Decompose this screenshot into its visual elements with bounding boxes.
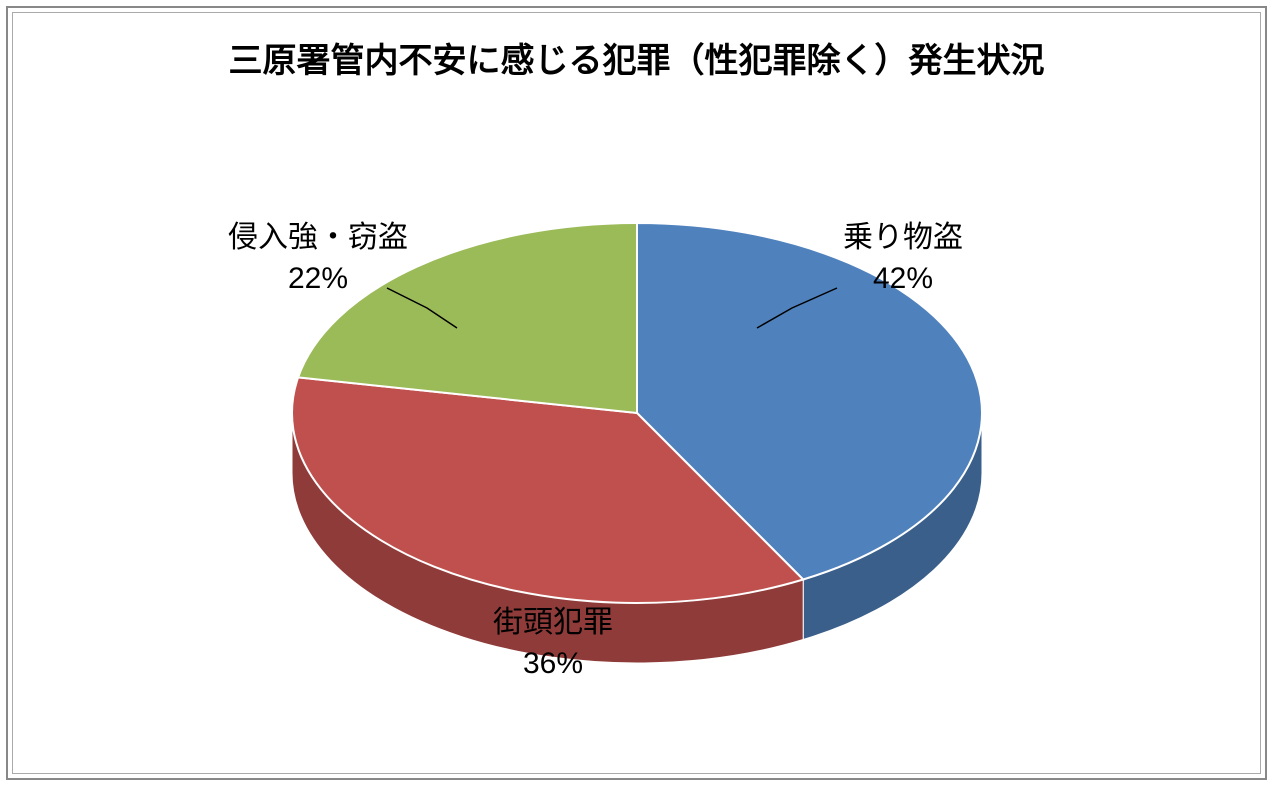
pie-slice-label: 街頭犯罪36% [493, 603, 613, 684]
pie-area: 乗り物盗42% 街頭犯罪36% 侵入強・窃盗22% [13, 113, 1260, 753]
slice-label-name: 街頭犯罪 [493, 603, 613, 644]
pie-chart-svg [17, 113, 1257, 753]
slice-label-percent: 42% [843, 259, 963, 300]
chart-title: 三原署管内不安に感じる犯罪（性犯罪除く）発生状況 [13, 33, 1260, 82]
slice-label-percent: 22% [228, 259, 408, 300]
pie-slice-label: 乗り物盗42% [843, 218, 963, 299]
chart-inner: 三原署管内不安に感じる犯罪（性犯罪除く）発生状況 乗り物盗42% 街頭犯罪36% 侵… [12, 12, 1261, 774]
slice-label-percent: 36% [493, 644, 613, 685]
pie-slice-label: 侵入強・窃盗22% [228, 218, 408, 299]
slice-label-name: 侵入強・窃盗 [228, 218, 408, 259]
chart-container: 三原署管内不安に感じる犯罪（性犯罪除く）発生状況 乗り物盗42% 街頭犯罪36% 侵… [6, 6, 1267, 780]
slice-label-name: 乗り物盗 [843, 218, 963, 259]
